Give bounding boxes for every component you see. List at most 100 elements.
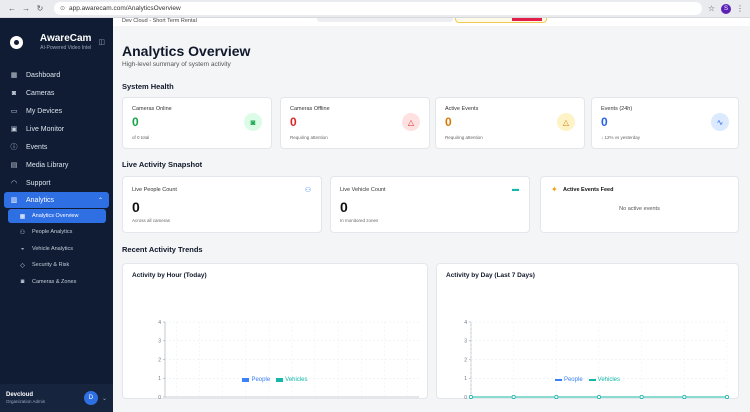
legend-swatch — [242, 378, 250, 382]
car-icon: ◒ — [20, 245, 25, 252]
stat-card-active-events: Active Events 0 Requiring attention △ — [435, 97, 585, 149]
sidebar-item-media-library[interactable]: ▤ Media Library — [0, 156, 113, 174]
live-label: Live Vehicle Count — [340, 187, 386, 193]
stat-value: 0 — [290, 115, 297, 129]
legend-item-vehicles[interactable]: Vehicles — [276, 377, 308, 383]
reload-icon[interactable]: ↻ — [36, 4, 44, 13]
legend-item-people[interactable]: People — [242, 377, 270, 383]
legend-item-people[interactable]: People — [554, 377, 583, 383]
chart-legend: People Vehicles — [437, 377, 738, 383]
warning-icon: △ — [557, 113, 575, 131]
forward-icon[interactable]: → — [22, 4, 30, 13]
site-info-icon[interactable]: ⊙ — [60, 6, 66, 12]
sidebar-item-my-devices[interactable]: ▭ My Devices — [0, 102, 113, 120]
brand-tagline: AI-Powered Video Intel — [40, 45, 92, 51]
sidebar-item-analytics[interactable]: ▥ Analytics ⌃ — [4, 192, 109, 208]
stat-value: 0 — [445, 115, 452, 129]
y-tick-label: 3 — [158, 339, 161, 345]
org-name: Devcloud — [6, 392, 34, 398]
live-value: 0 — [340, 199, 348, 215]
legend-label: People — [251, 377, 271, 383]
sidebar-subitem-security-risk[interactable]: ◇ Security & Risk — [0, 257, 113, 274]
y-tick-label: 2 — [464, 357, 467, 363]
sidebar-item-cameras[interactable]: ◙ Cameras — [0, 84, 113, 102]
legend-label: Vehicles — [285, 377, 308, 383]
stat-label: Cameras Offline — [290, 106, 330, 112]
sidebar-subitem-cameras-zones[interactable]: ◙ Cameras & Zones — [0, 274, 113, 291]
data-point — [511, 395, 516, 399]
data-point — [682, 395, 687, 399]
sidebar: AwareCam AI-Powered Video Intel ◫ ▦ Dash… — [0, 18, 113, 412]
legend-label: People — [563, 377, 583, 383]
y-tick-label: 3 — [464, 339, 467, 345]
grid-icon: ▦ — [19, 213, 26, 220]
sidebar-item-live-monitor[interactable]: ▣ Live Monitor — [0, 120, 113, 138]
devices-icon: ▭ — [10, 108, 18, 115]
sidebar-item-label: Media Library — [26, 161, 69, 169]
chart-card-hourly: Activity by Hour (Today) 0123400:0001:00… — [122, 263, 428, 400]
legend-swatch — [588, 379, 596, 381]
stat-note: of 0 total — [132, 135, 150, 140]
banner-action-button[interactable] — [512, 18, 542, 21]
section-title-trends: Recent Activity Trends — [122, 245, 203, 254]
stat-card-cameras-online: Cameras Online 0 of 0 total ◙ — [122, 97, 272, 149]
sidebar-collapse-icon[interactable]: ◫ — [98, 39, 105, 46]
people-icon: ⚇ — [19, 229, 26, 236]
sidebar-item-label: My Devices — [26, 107, 63, 115]
sidebar-subitem-label: Vehicle Analytics — [32, 245, 73, 252]
sidebar-item-support[interactable]: ◠ Support — [0, 174, 113, 192]
org-switcher[interactable]: Devcloud Organization Admin D ⌄ — [0, 384, 113, 412]
legend-label: Vehicles — [597, 377, 621, 383]
live-people-card: Live People Count 0 Across all cameras ⚇ — [122, 176, 322, 233]
camera-icon: ◙ — [11, 89, 17, 97]
sidebar-subitem-analytics-overview[interactable]: ▦ Analytics Overview — [8, 209, 106, 223]
monitor-icon: ▣ — [10, 126, 18, 133]
sidebar-item-label: Analytics — [26, 196, 55, 204]
data-point — [639, 395, 644, 399]
stat-note: ↓ 12% vs yesterday — [601, 135, 641, 140]
org-role: Organization Admin — [6, 399, 46, 404]
sidebar-item-label: Support — [26, 179, 51, 187]
profile-avatar[interactable]: S — [721, 3, 731, 14]
live-note: Across all cameras — [132, 218, 171, 223]
url-text: app.awarecam.com/AnalyticsOverview — [69, 5, 181, 12]
sidebar-subitem-vehicle-analytics[interactable]: ◒ Vehicle Analytics — [0, 241, 113, 258]
top-header: Dev Cloud - Short Term Rental — [113, 18, 750, 26]
main-content: Analytics Overview High-level summary of… — [113, 26, 750, 412]
stat-label: Events (24h) — [601, 106, 633, 112]
headset-icon: ◠ — [10, 180, 18, 187]
data-point — [597, 395, 601, 399]
grid-icon: ▦ — [10, 72, 18, 79]
bookmark-star-icon[interactable]: ☆ — [707, 4, 715, 13]
sidebar-subitem-label: Analytics Overview — [32, 213, 79, 219]
sidebar-subitem-people-analytics[interactable]: ⚇ People Analytics — [0, 224, 113, 241]
data-point — [469, 395, 473, 399]
sidebar-item-events[interactable]: ⓘ Events — [0, 138, 113, 156]
stat-card-cameras-offline: Cameras Offline 0 Requiring attention △ — [280, 97, 430, 149]
chart-card-daily: Activity by Day (Last 7 Days) 01234TueWe… — [436, 263, 739, 400]
sidebar-item-label: Events — [26, 143, 48, 151]
data-point — [554, 395, 559, 399]
warning-banner — [455, 18, 547, 23]
address-bar[interactable]: ⊙ app.awarecam.com/AnalyticsOverview — [54, 2, 702, 15]
folder-icon: ▤ — [10, 162, 18, 169]
car-icon: ▬ — [512, 186, 519, 193]
brand-name: AwareCam — [39, 33, 92, 44]
legend-item-vehicles[interactable]: Vehicles — [588, 377, 621, 383]
active-events-feed: ✦ Active Events Feed No active events — [540, 176, 739, 233]
browser-menu-icon[interactable]: ⋮ — [736, 4, 744, 13]
page-title: Analytics Overview — [122, 43, 251, 59]
live-value: 0 — [132, 199, 140, 215]
sidebar-subitem-label: Security & Risk — [32, 262, 70, 269]
alert-icon: ⓘ — [10, 144, 18, 151]
live-vehicle-card: Live Vehicle Count 0 In monitored zones … — [330, 176, 530, 233]
search-input[interactable] — [317, 18, 453, 22]
sidebar-item-dashboard[interactable]: ▦ Dashboard — [0, 66, 113, 84]
brand-logo-icon — [10, 35, 23, 49]
brand: AwareCam AI-Powered Video Intel ◫ — [0, 18, 113, 62]
stat-value: 0 — [132, 115, 139, 129]
y-tick-label: 4 — [464, 320, 467, 326]
shield-icon: ◇ — [20, 262, 25, 269]
back-icon[interactable]: ← — [8, 4, 16, 13]
y-tick-label: 4 — [158, 320, 161, 326]
